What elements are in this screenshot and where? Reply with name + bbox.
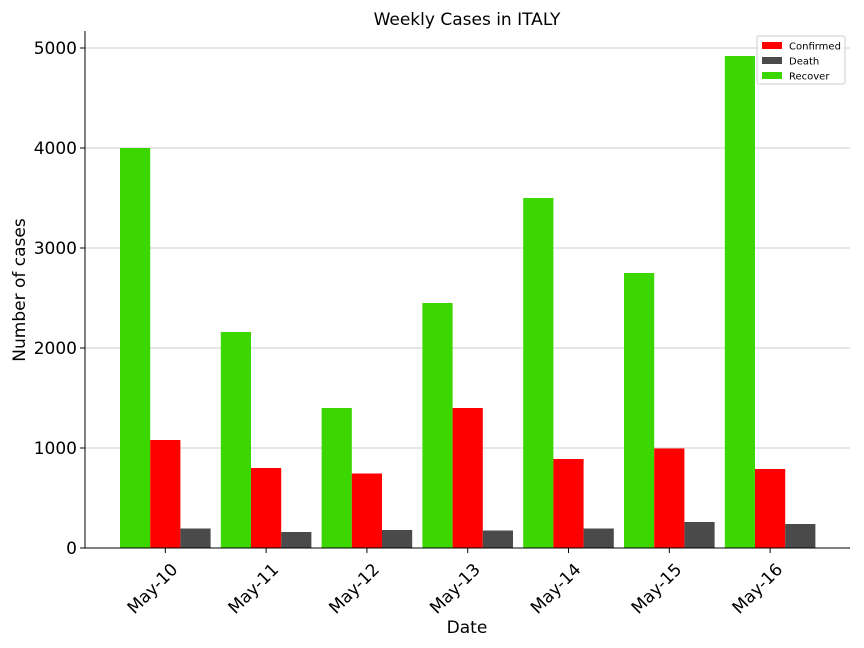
bar-recover-may-13: [422, 303, 453, 548]
y-tick-label: 4000: [34, 139, 77, 159]
bar-recover-may-12: [321, 408, 352, 548]
bar-death-may-14: [583, 528, 614, 548]
x-tick-label: May-13: [426, 560, 484, 618]
legend-label-recover: Recover: [789, 72, 830, 83]
chart-title: Weekly Cases in ITALY: [374, 10, 561, 30]
y-tick-label: 1000: [34, 439, 77, 459]
y-tick-labels: 0 1000 2000 3000 4000 5000: [34, 39, 85, 559]
legend-swatch-confirmed: [762, 42, 782, 49]
legend-label-confirmed: Confirmed: [789, 42, 841, 53]
bar-death-may-13: [482, 530, 513, 548]
bar-recover-may-15: [624, 273, 655, 548]
gridlines: [85, 47, 850, 449]
bars: [120, 56, 816, 548]
x-tick-label: May-11: [225, 560, 283, 618]
x-tick-label: May-10: [124, 560, 182, 618]
bar-recover-may-16: [724, 56, 755, 548]
y-tick-label: 5000: [34, 39, 77, 59]
legend-label-death: Death: [789, 57, 819, 68]
bar-death-may-11: [281, 532, 312, 548]
legend-swatch-recover: [762, 72, 782, 79]
x-tick-label: May-12: [325, 560, 383, 618]
legend-swatch-death: [762, 57, 782, 64]
y-axis-label: Number of cases: [10, 218, 30, 362]
x-tick-label: May-14: [527, 560, 585, 618]
y-tick-label: 3000: [34, 239, 77, 259]
bar-confirmed-may-16: [755, 469, 786, 548]
x-tick-label: May-16: [729, 560, 787, 618]
bar-recover-may-11: [220, 332, 251, 548]
bar-confirmed-may-14: [553, 459, 584, 548]
bar-recover-may-10: [120, 148, 151, 548]
y-tick-label: 0: [66, 539, 77, 559]
bar-recover-may-14: [523, 198, 554, 548]
bar-death-may-16: [785, 524, 816, 548]
bar-confirmed-may-12: [351, 473, 382, 548]
bar-death-may-12: [382, 530, 413, 548]
bar-death-may-10: [180, 528, 211, 548]
bar-confirmed-may-10: [150, 440, 181, 548]
bar-confirmed-may-15: [654, 448, 685, 548]
bar-confirmed-may-13: [452, 408, 483, 548]
bar-confirmed-may-11: [251, 468, 282, 548]
bar-death-may-15: [684, 522, 715, 548]
x-tick-label: May-15: [628, 560, 686, 618]
legend: Confirmed Death Recover: [756, 35, 846, 85]
x-axis-label: Date: [447, 618, 488, 638]
x-tick-labels: May-10 May-11 May-12 May-13 May-14 May-15 May-…: [124, 548, 787, 618]
y-tick-label: 2000: [34, 339, 77, 359]
